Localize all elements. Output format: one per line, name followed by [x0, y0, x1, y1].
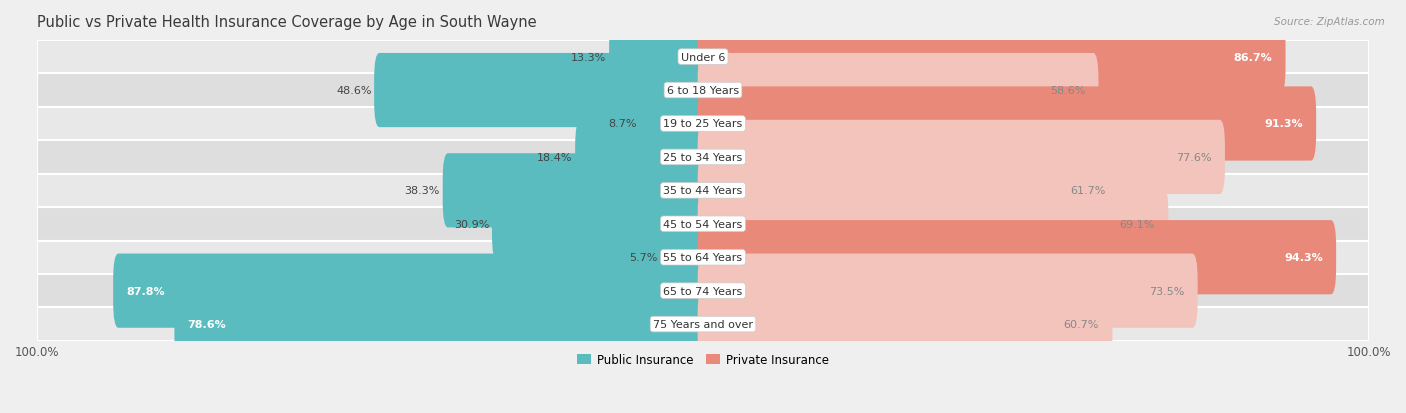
- Text: 60.7%: 60.7%: [1064, 319, 1099, 329]
- Text: 91.3%: 91.3%: [1264, 119, 1303, 129]
- FancyBboxPatch shape: [575, 121, 709, 195]
- Bar: [37, 241, 1369, 274]
- FancyBboxPatch shape: [640, 87, 709, 161]
- FancyBboxPatch shape: [697, 254, 1198, 328]
- FancyBboxPatch shape: [697, 121, 1225, 195]
- Text: 5.7%: 5.7%: [628, 253, 657, 263]
- Text: 75 Years and over: 75 Years and over: [652, 319, 754, 329]
- Text: 65 to 74 Years: 65 to 74 Years: [664, 286, 742, 296]
- Bar: [37, 74, 1369, 107]
- FancyBboxPatch shape: [659, 221, 709, 294]
- Text: 45 to 54 Years: 45 to 54 Years: [664, 219, 742, 229]
- Text: 78.6%: 78.6%: [188, 319, 226, 329]
- Text: 35 to 44 Years: 35 to 44 Years: [664, 186, 742, 196]
- Bar: [37, 308, 1369, 341]
- Text: 55 to 64 Years: 55 to 64 Years: [664, 253, 742, 263]
- Bar: [37, 174, 1369, 208]
- Text: 69.1%: 69.1%: [1119, 219, 1156, 229]
- Text: Public vs Private Health Insurance Coverage by Age in South Wayne: Public vs Private Health Insurance Cover…: [37, 15, 537, 30]
- Text: 13.3%: 13.3%: [571, 52, 606, 62]
- Text: 58.6%: 58.6%: [1050, 86, 1085, 96]
- FancyBboxPatch shape: [492, 187, 709, 261]
- Text: Source: ZipAtlas.com: Source: ZipAtlas.com: [1274, 17, 1385, 26]
- FancyBboxPatch shape: [697, 287, 1112, 361]
- FancyBboxPatch shape: [443, 154, 709, 228]
- Bar: [37, 41, 1369, 74]
- Text: 18.4%: 18.4%: [537, 152, 572, 163]
- Legend: Public Insurance, Private Insurance: Public Insurance, Private Insurance: [572, 349, 834, 371]
- Text: 30.9%: 30.9%: [454, 219, 489, 229]
- Text: 94.3%: 94.3%: [1284, 253, 1323, 263]
- FancyBboxPatch shape: [697, 154, 1119, 228]
- FancyBboxPatch shape: [112, 254, 709, 328]
- FancyBboxPatch shape: [697, 87, 1316, 161]
- Text: 61.7%: 61.7%: [1070, 186, 1105, 196]
- Bar: [37, 274, 1369, 308]
- FancyBboxPatch shape: [697, 221, 1336, 294]
- FancyBboxPatch shape: [697, 54, 1098, 128]
- FancyBboxPatch shape: [174, 287, 709, 361]
- Bar: [37, 208, 1369, 241]
- Text: 6 to 18 Years: 6 to 18 Years: [666, 86, 740, 96]
- Text: 8.7%: 8.7%: [609, 119, 637, 129]
- FancyBboxPatch shape: [374, 54, 709, 128]
- FancyBboxPatch shape: [609, 21, 709, 95]
- FancyBboxPatch shape: [697, 187, 1168, 261]
- FancyBboxPatch shape: [697, 21, 1285, 95]
- Text: 19 to 25 Years: 19 to 25 Years: [664, 119, 742, 129]
- Text: 86.7%: 86.7%: [1233, 52, 1272, 62]
- Text: 77.6%: 77.6%: [1177, 152, 1212, 163]
- Text: 87.8%: 87.8%: [127, 286, 165, 296]
- Text: 48.6%: 48.6%: [336, 86, 371, 96]
- Bar: [37, 107, 1369, 141]
- Text: 38.3%: 38.3%: [405, 186, 440, 196]
- Text: Under 6: Under 6: [681, 52, 725, 62]
- Text: 73.5%: 73.5%: [1149, 286, 1184, 296]
- Text: 25 to 34 Years: 25 to 34 Years: [664, 152, 742, 163]
- Bar: [37, 141, 1369, 174]
